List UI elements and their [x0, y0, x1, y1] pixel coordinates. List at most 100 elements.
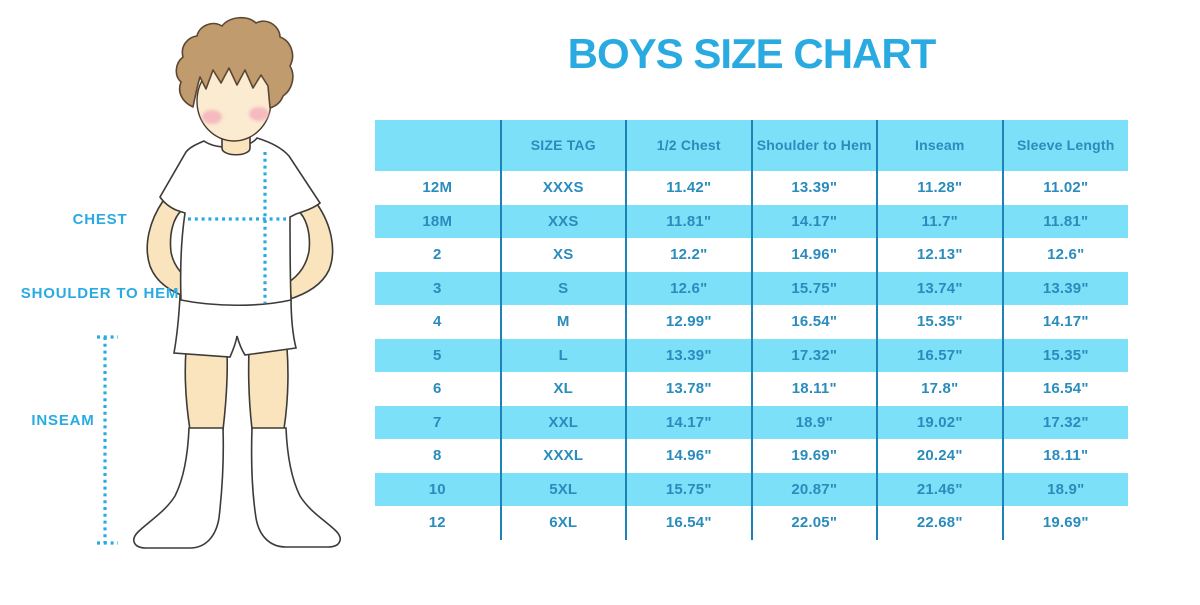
age-size-cell: 12M — [422, 179, 453, 197]
measurement-cell: 12.6" — [625, 271, 752, 305]
measurement-cell: 12.99" — [625, 305, 752, 339]
measurement-cell: 13.78" — [625, 372, 752, 406]
measurement-cell: 13.39" — [625, 338, 752, 372]
measurement-cell: 13.74" — [876, 271, 1003, 305]
measurement-cell: XXXS — [499, 171, 626, 205]
age-size-cell: 6 — [432, 380, 442, 398]
age-size-cell: 10 — [428, 480, 446, 498]
measurement-cell: 22.05" — [750, 506, 877, 540]
measurement-cell: 6XL — [499, 506, 626, 540]
measurement-cell: XXS — [499, 204, 626, 238]
age-size-cell: 4 — [432, 313, 442, 331]
header-row: SIZE TAG 1/2 Chest Shoulder to Hem Inseam Sl… — [375, 120, 1128, 171]
measurement-cell: 18.9" — [1001, 472, 1128, 506]
measurement-cell: 5XL — [499, 472, 626, 506]
measurement-cell: 11.81" — [625, 204, 752, 238]
age-size-cell: 18M — [422, 212, 453, 230]
measurement-cell: 20.87" — [750, 472, 877, 506]
chest-label: CHEST — [73, 211, 128, 228]
age-size-cell: 7 — [432, 413, 442, 431]
t-shirt — [159, 137, 322, 307]
table-row: 8 XXXL 14.96" 19.69" 20.24" 18.11" — [375, 439, 1128, 473]
measurement-cell: 14.17" — [750, 204, 877, 238]
column-header: Inseam — [876, 120, 1003, 171]
measurement-cell: 18.9" — [750, 405, 877, 439]
measurement-cell: 12.6" — [1001, 238, 1128, 272]
right-leg — [247, 347, 289, 430]
measurement-cell: 15.35" — [876, 305, 1003, 339]
age-size-cell: 2 — [432, 246, 442, 264]
measurement-cell: 15.75" — [750, 271, 877, 305]
table-row: 3 S 12.6" 15.75" 13.74" 13.39" — [375, 271, 1128, 305]
boy-illustration: CHEST SHOULDER TO HEM INSEAM — [21, 16, 341, 549]
column-header — [375, 120, 501, 171]
age-size-cell: 3 — [432, 279, 442, 297]
measurement-cell: 12.13" — [876, 238, 1003, 272]
measurement-cell: 22.68" — [876, 506, 1003, 540]
measurement-cell: 21.46" — [876, 472, 1003, 506]
measurement-cell: 12.2" — [625, 238, 752, 272]
page-title: BOYS SIZE CHART — [567, 30, 937, 77]
measurement-cell: 19.02" — [876, 405, 1003, 439]
table-row: 5 L 13.39" 17.32" 16.57" 15.35" — [375, 338, 1128, 372]
measurement-cell: 11.42" — [625, 171, 752, 205]
measurement-cell: 15.35" — [1001, 338, 1128, 372]
measurement-cell: 20.24" — [876, 439, 1003, 473]
measurement-cell: 14.17" — [625, 405, 752, 439]
left-sock — [133, 427, 225, 549]
column-header: 1/2 Chest — [625, 120, 752, 171]
measurement-cell: M — [499, 305, 626, 339]
measurement-cell: 11.7" — [876, 204, 1003, 238]
measurement-cell: S — [499, 271, 626, 305]
measurement-cell: XXXL — [499, 439, 626, 473]
measurement-cell: 17.32" — [750, 338, 877, 372]
table-row: 18M XXS 11.81" 14.17" 11.7" 11.81" — [375, 204, 1128, 238]
measurement-cell: 16.54" — [1001, 372, 1128, 406]
table-row: 10 5XL 15.75" 20.87" 21.46" 18.9" — [375, 472, 1128, 506]
measurement-cell: 13.39" — [750, 171, 877, 205]
measurement-cell: 14.17" — [1001, 305, 1128, 339]
measurement-cell: 16.57" — [876, 338, 1003, 372]
right-sock — [250, 427, 341, 548]
measurement-cell: L — [499, 338, 626, 372]
measurement-cell: 18.11" — [750, 372, 877, 406]
measurement-cell: 15.75" — [625, 472, 752, 506]
measurement-cell: 14.96" — [750, 238, 877, 272]
hair — [175, 16, 294, 109]
left-leg — [184, 349, 229, 431]
measurement-cell: 13.39" — [1001, 271, 1128, 305]
measurement-cell: XL — [499, 372, 626, 406]
measurement-cell: 19.69" — [1001, 506, 1128, 540]
age-size-cell: 12 — [428, 514, 446, 532]
age-size-cell: 5 — [432, 346, 442, 364]
measurement-cell: 16.54" — [750, 305, 877, 339]
size-table-body: 12M XXXS 11.42" 13.39" 11.28" 11.02" 18M XXS 11.… — [375, 171, 1128, 540]
inseam-label: INSEAM — [31, 412, 94, 429]
table-row: 12M XXXS 11.42" 13.39" 11.28" 11.02" — [375, 171, 1128, 205]
measurement-cell: XXL — [499, 405, 626, 439]
measurement-cell: 18.11" — [1001, 439, 1128, 473]
table-row: 7 XXL 14.17" 18.9" 19.02" 17.32" — [375, 405, 1128, 439]
left-cheek-blush — [202, 110, 222, 124]
right-cheek-blush — [249, 107, 269, 121]
age-size-cell: 8 — [432, 447, 442, 465]
measurement-cell: 14.96" — [625, 439, 752, 473]
column-header: Sleeve Length — [1001, 120, 1128, 171]
shoulder-to-hem-label: SHOULDER TO HEM — [21, 285, 179, 302]
measurement-cell: 17.8" — [876, 372, 1003, 406]
table-row: 4 M 12.99" 16.54" 15.35" 14.17" — [375, 305, 1128, 339]
measurement-cell: 11.81" — [1001, 204, 1128, 238]
column-header: Shoulder to Hem — [750, 120, 877, 171]
boy-measurement-figure: CHEST SHOULDER TO HEM INSEAM — [0, 0, 375, 600]
measurement-cell: 19.69" — [750, 439, 877, 473]
size-table-header: SIZE TAG 1/2 Chest Shoulder to Hem Inseam Sl… — [375, 120, 1128, 171]
measurement-cell: 11.02" — [1001, 171, 1128, 205]
measurement-cell: 16.54" — [625, 506, 752, 540]
measurement-cell: XS — [499, 238, 626, 272]
table-row: 2 XS 12.2" 14.96" 12.13" 12.6" — [375, 238, 1128, 272]
table-row: 12 6XL 16.54" 22.05" 22.68" 19.69" — [375, 506, 1128, 540]
measurement-cell: 17.32" — [1001, 405, 1128, 439]
size-table: SIZE TAG 1/2 Chest Shoulder to Hem Inseam Sl… — [375, 120, 1128, 540]
table-row: 6 XL 13.78" 18.11" 17.8" 16.54" — [375, 372, 1128, 406]
